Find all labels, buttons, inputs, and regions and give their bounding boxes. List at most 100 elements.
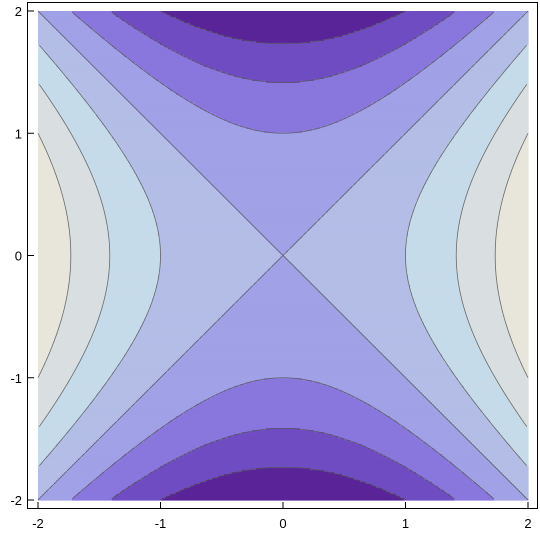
contour-band-cell [110, 252, 161, 256]
contour-band-cell [334, 36, 417, 40]
contour-band-cell [38, 72, 65, 76]
contour-band-cell [166, 13, 401, 16]
contour-band-cell [38, 258, 71, 262]
contour-band-cell [300, 238, 407, 242]
contour-band-cell [38, 304, 67, 307]
contour-band-cell [476, 168, 513, 172]
contour-band-cell [38, 496, 41, 499]
contour-band-cell [456, 266, 497, 270]
contour-band-cell [344, 70, 421, 74]
contour-band-cell [170, 420, 397, 423]
contour-band-cell [38, 310, 65, 313]
contour-band-cell [410, 290, 461, 294]
contour-band-cell [38, 286, 69, 290]
contour-band-cell [366, 402, 433, 405]
contour-band-cell [162, 134, 403, 138]
contour-band-cell [396, 420, 451, 423]
contour-band-cell [490, 86, 525, 90]
contour-band-cell [38, 166, 55, 170]
contour-band-cell [68, 128, 109, 132]
contour-band-cell [128, 350, 187, 353]
contour-band-cell [38, 426, 73, 429]
contour-band-cell [266, 428, 301, 431]
contour-band-cell [446, 416, 487, 419]
contour-band-cell [510, 62, 529, 66]
contour-band-cell [382, 54, 443, 58]
contour-band-cell [472, 330, 509, 333]
contour-band-cell [38, 150, 47, 154]
contour-band-cell [68, 126, 107, 130]
contour-band-cell [102, 122, 151, 126]
contour-band-cell [412, 126, 461, 130]
contour-band-cell [346, 116, 421, 120]
contour-band-cell [38, 230, 71, 234]
contour-band-cell [110, 248, 161, 252]
contour-band-cell [118, 90, 175, 94]
contour-band-cell [108, 272, 161, 276]
contour-band-cell [136, 334, 205, 337]
contour-band-cell [498, 284, 529, 288]
contour-band-cell [470, 396, 509, 399]
contour-band-cell [60, 188, 99, 192]
contour-band-cell [160, 262, 275, 266]
x-tick-label: -1 [155, 516, 167, 531]
contour-band-cell [168, 368, 399, 371]
contour-band-cell [412, 292, 461, 296]
contour-band-cell [442, 356, 485, 359]
contour-band-cell [386, 18, 445, 22]
contour-band-cell [454, 424, 493, 427]
contour-band-cell [38, 244, 71, 248]
contour-band-cell [200, 62, 367, 66]
contour-band-cell [38, 492, 45, 495]
contour-band-cell [152, 206, 235, 210]
contour-band-cell [98, 188, 145, 192]
contour-band-cell [76, 14, 117, 18]
contour-band-cell [254, 380, 313, 383]
contour-band-cell [146, 70, 223, 74]
contour-band-cell [408, 468, 459, 471]
contour-band-cell [38, 210, 67, 214]
contour-band-cell [414, 74, 465, 78]
contour-band-cell [510, 446, 529, 449]
contour-band-cell [48, 54, 83, 58]
contour-band-cell [122, 150, 179, 154]
contour-band-cell [60, 324, 97, 327]
contour-band-cell [70, 278, 109, 282]
contour-band-cell [38, 84, 41, 88]
contour-band-cell [158, 226, 255, 230]
contour-band-cell [124, 154, 183, 158]
contour-band-cell [418, 312, 467, 315]
contour-band-cell [102, 120, 149, 124]
contour-band-cell [102, 202, 151, 206]
contour-band-cell [92, 400, 137, 403]
contour-band-cell [84, 410, 127, 413]
contour-band-cell [38, 136, 41, 140]
contour-band-cell [38, 52, 47, 56]
contour-band-cell [184, 454, 383, 457]
contour-band-cell [448, 418, 489, 421]
contour-band-cell [404, 426, 457, 429]
contour-band-cell [84, 488, 127, 491]
contour-band-cell [38, 334, 57, 337]
contour-band-cell [84, 158, 129, 162]
contour-band-cell [128, 56, 189, 60]
contour-band-cell [38, 78, 69, 82]
contour-band-cell [496, 280, 529, 284]
contour-band-cell [106, 220, 157, 224]
contour-band-cell [448, 460, 491, 463]
contour-band-cell [522, 142, 529, 146]
contour-band-cell [160, 250, 279, 254]
contour-band-cell [496, 244, 529, 248]
contour-band-cell [316, 222, 411, 226]
contour-band-cell [132, 404, 197, 407]
contour-band-cell [84, 20, 127, 24]
contour-band-cell [66, 210, 105, 214]
contour-band-cell [462, 76, 501, 80]
contour-band-cell [450, 494, 491, 497]
contour-band-cell [358, 110, 429, 114]
contour-band-cell [466, 474, 505, 477]
contour-band-cell [194, 102, 373, 106]
contour-band-cell [344, 438, 421, 441]
contour-band-cell [496, 230, 529, 234]
contour-band-cell [170, 494, 397, 497]
